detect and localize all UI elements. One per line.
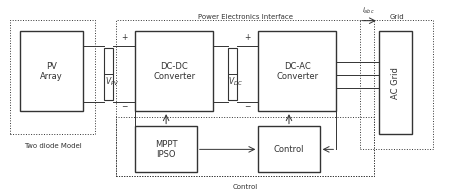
Text: +: +	[244, 33, 251, 42]
Text: +: +	[121, 33, 128, 42]
Bar	[104, 48, 113, 100]
Text: −: −	[244, 102, 251, 111]
Text: Control: Control	[233, 184, 258, 190]
Bar	[258, 127, 319, 172]
Bar	[117, 117, 374, 176]
Bar	[136, 127, 197, 172]
Bar	[136, 31, 213, 111]
Text: AC Grid: AC Grid	[391, 67, 400, 99]
Text: Control: Control	[274, 145, 304, 154]
Bar	[360, 20, 433, 149]
Bar	[117, 20, 374, 176]
Text: PV
Array: PV Array	[40, 61, 63, 81]
Text: $i_{abc}$: $i_{abc}$	[362, 6, 375, 16]
Text: MPPT
IPSO: MPPT IPSO	[155, 140, 177, 159]
Bar	[258, 31, 336, 111]
Text: Two diode Model: Two diode Model	[24, 142, 82, 149]
Text: DC-AC
Converter: DC-AC Converter	[276, 61, 319, 81]
Text: $V_{PV}$: $V_{PV}$	[106, 75, 120, 88]
Bar	[379, 31, 412, 134]
Text: $V_{DC}$: $V_{DC}$	[228, 75, 243, 88]
Bar	[19, 31, 83, 111]
Bar	[228, 48, 237, 100]
Text: Grid: Grid	[389, 14, 404, 20]
Bar	[10, 20, 95, 134]
Text: DC-DC
Converter: DC-DC Converter	[153, 61, 195, 81]
Text: Power Electronics Interface: Power Electronics Interface	[198, 14, 293, 20]
Text: −: −	[121, 102, 128, 111]
